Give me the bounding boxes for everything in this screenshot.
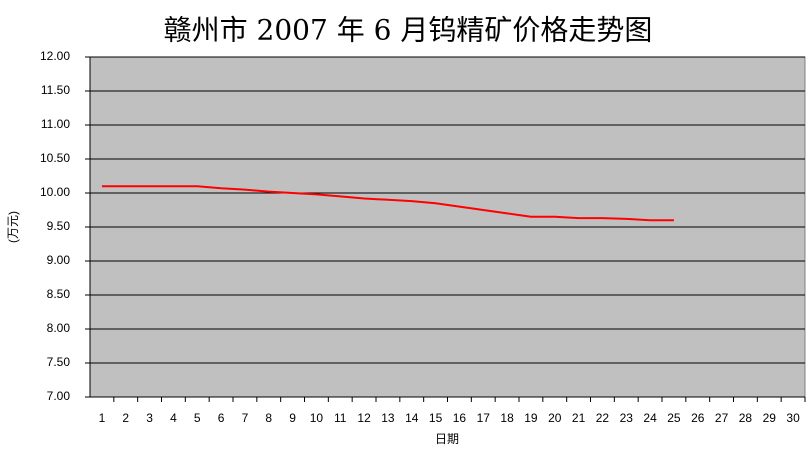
x-tick-label: 8 (265, 411, 272, 425)
x-axis-label: 日期 (435, 432, 459, 446)
x-tick-label: 20 (548, 411, 562, 425)
x-tick-label: 16 (453, 411, 467, 425)
x-tick-label: 11 (334, 411, 347, 425)
x-tick-label: 2 (122, 411, 129, 425)
y-axis-label: (万元) (6, 211, 20, 243)
x-tick-label: 23 (620, 411, 634, 425)
x-tick-label: 28 (739, 411, 753, 425)
y-tick-label: 11.50 (41, 83, 70, 97)
price-line (101, 185, 674, 222)
x-tick-label: 1 (99, 411, 106, 425)
x-tick-label: 27 (715, 411, 729, 425)
chart-title: 赣州市 2007 年 6 月钨精矿价格走势图 (164, 14, 653, 47)
y-tick-label: 11.00 (41, 117, 70, 131)
x-tick-label: 12 (357, 411, 371, 425)
x-tick-label: 22 (596, 411, 610, 425)
y-tick-label: 9.50 (47, 219, 71, 233)
y-tick-label: 12.00 (40, 49, 70, 63)
x-tick-label: 6 (218, 411, 225, 425)
y-tick-label: 7.00 (47, 389, 71, 403)
y-tick-label: 7.50 (47, 355, 71, 369)
x-tick-label: 3 (146, 411, 153, 425)
x-tick-label: 10 (310, 411, 324, 425)
x-tick-label: 14 (405, 411, 419, 425)
x-tick-label: 5 (194, 411, 201, 425)
x-tick-label: 19 (524, 411, 538, 425)
x-tick-label: 26 (691, 411, 705, 425)
x-tick-label: 15 (429, 411, 443, 425)
x-tick-label: 18 (500, 411, 514, 425)
x-tick-label: 24 (643, 411, 657, 425)
y-tick-label: 9.00 (47, 253, 71, 267)
x-tick-label: 7 (242, 411, 249, 425)
y-tick-label: 8.00 (47, 321, 71, 335)
x-tick-label: 13 (381, 411, 395, 425)
x-tick-label: 21 (572, 411, 586, 425)
y-tick-label: 10.00 (40, 185, 70, 199)
x-tick-label: 29 (763, 411, 777, 425)
x-tick-label: 9 (289, 411, 296, 425)
x-tick-label: 25 (667, 411, 681, 425)
y-tick-label: 8.50 (47, 287, 71, 301)
x-tick-label: 30 (786, 411, 800, 425)
x-tick-label: 17 (477, 411, 491, 425)
x-tick-label: 4 (170, 411, 177, 425)
y-tick-label: 10.50 (40, 151, 70, 165)
